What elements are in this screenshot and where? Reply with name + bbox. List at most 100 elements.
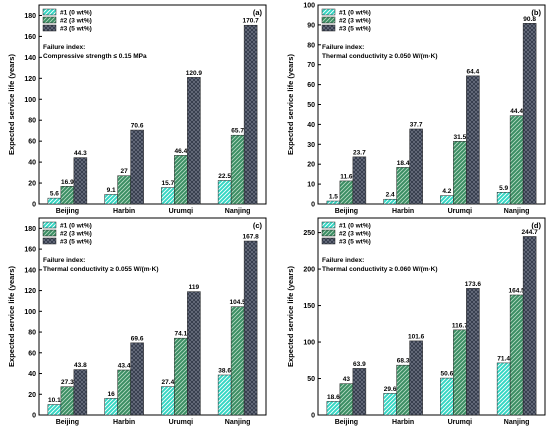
bar-value-label: 29.6 (384, 386, 397, 393)
y-tick-label: 80 (28, 118, 36, 125)
bar-beijing-series-1 (47, 404, 62, 416)
y-tick-label: 20 (307, 162, 315, 169)
bar-nanjing-series-3 (243, 24, 258, 205)
bar-harbin-series-3 (409, 340, 423, 416)
bar-urumqi-series-1 (161, 187, 175, 205)
bar-nanjing-series-3 (522, 236, 537, 416)
bar-harbin-series-1 (383, 198, 397, 205)
bar-nanjing-series-2 (509, 294, 524, 416)
bar-value-label: 173.6 (465, 281, 482, 288)
bar-value-label: 101.6 (408, 333, 425, 340)
y-tick-label: 100 (303, 3, 315, 10)
bar-value-label: 74.1 (175, 331, 188, 338)
bar-value-label: 43 (343, 376, 351, 383)
annotation-title: Failure index: (322, 257, 364, 264)
bar-nanjing-series-3 (522, 23, 537, 205)
bar-value-label: 120.9 (186, 70, 203, 77)
legend-entry: #1 (0 wt%) (339, 223, 371, 230)
bar-nanjing-series-3 (243, 240, 258, 416)
y-tick-label: 80 (307, 42, 315, 49)
bar-nanjing-series-2 (509, 115, 524, 205)
y-axis-label: Expected service life (years) (7, 54, 16, 155)
bar-urumqi-series-2 (174, 337, 188, 416)
legend-entry: #1 (0 wt%) (60, 10, 92, 17)
y-tick-label: 60 (307, 82, 315, 89)
x-tick-label: Nanjing (504, 419, 530, 426)
bar-value-label: 244.7 (521, 229, 538, 236)
x-tick-label: Nanjing (225, 419, 251, 426)
x-tick-label: Harbin (113, 419, 135, 426)
bar-urumqi-series-1 (161, 386, 175, 416)
legend-entry: #3 (5 wt%) (60, 26, 92, 33)
y-tick-label: 250 (303, 230, 315, 237)
panel-label: (b) (531, 8, 541, 17)
bar-value-label: 1.5 (329, 194, 338, 201)
y-axis-label: Expected service life (years) (286, 54, 295, 155)
bar-harbin-series-3 (409, 128, 423, 205)
annotation-text: Thermal conductivity ≥ 0.060 W/(m·K) (322, 266, 438, 273)
bar-urumqi-series-3 (466, 75, 480, 205)
plot-frame (317, 217, 546, 416)
bar-beijing-series-3 (73, 157, 88, 205)
y-tick-label: 180 (24, 226, 36, 233)
y-tick-label: 60 (28, 139, 36, 146)
annotation-text: Thermal conductivity ≥ 0.050 W/(m·K) (322, 53, 438, 60)
x-tick-label: Urumqi (169, 419, 194, 426)
y-tick-label: 140 (24, 267, 36, 274)
panel-label: (c) (253, 221, 263, 230)
legend-swatch (321, 24, 336, 32)
bar-value-label: 44.4 (510, 108, 523, 115)
bar-value-label: 18.6 (327, 394, 340, 401)
bar-value-label: 5.9 (499, 185, 508, 192)
y-tick-label: 20 (28, 392, 36, 399)
x-tick-label: Beijing (56, 208, 79, 215)
bar-nanjing-series-1 (217, 180, 232, 205)
y-axis-label: Expected service life (years) (286, 266, 295, 367)
bar-value-label: 104.5 (229, 299, 246, 306)
legend-entry: #2 (3 wt%) (339, 18, 371, 25)
bar-harbin-series-2 (117, 175, 131, 205)
bar-urumqi-series-3 (187, 77, 201, 205)
annotation-title: Failure index: (322, 44, 364, 51)
bar-beijing-series-1 (326, 401, 341, 416)
bar-urumqi-series-1 (440, 195, 454, 205)
bar-value-label: 9.1 (107, 187, 116, 194)
legend-swatch (42, 237, 57, 245)
x-tick-label: Urumqi (448, 208, 473, 215)
bar-value-label: 27 (121, 168, 129, 175)
bar-harbin-series-3 (130, 342, 144, 416)
bar-value-label: 170.7 (242, 18, 259, 25)
y-axis-label: Expected service life (years) (7, 266, 16, 367)
bar-beijing-series-3 (73, 369, 88, 416)
bar-urumqi-series-3 (187, 291, 201, 416)
bar-urumqi-series-2 (174, 155, 188, 205)
legend-swatch (321, 229, 336, 237)
y-tick-label: 100 (303, 340, 315, 347)
y-tick-label: 180 (24, 13, 36, 20)
bar-value-label: 31.5 (454, 134, 467, 141)
bar-nanjing-series-2 (230, 306, 245, 416)
bar-value-label: 44.3 (74, 150, 87, 157)
y-tick-label: 160 (24, 247, 36, 254)
legend-entry: #3 (5 wt%) (339, 239, 371, 246)
y-tick-label: 100 (24, 97, 36, 104)
bar-urumqi-series-3 (466, 288, 480, 416)
bar-value-label: 16.9 (61, 179, 74, 186)
chart-panel-c: 0 20 40 60 80 100 120 140 160 180 Expected service… (7, 217, 267, 426)
bar-beijing-series-3 (352, 368, 367, 416)
x-tick-label: Beijing (335, 419, 358, 426)
bar-value-label: 23.7 (353, 149, 366, 156)
x-tick-label: Harbin (113, 208, 135, 215)
y-tick-label: 50 (307, 102, 315, 109)
bar-nanjing-series-1 (496, 192, 511, 205)
bar-value-label: 119 (189, 284, 200, 291)
bar-urumqi-series-2 (453, 329, 467, 416)
y-tick-label: 0 (311, 202, 315, 209)
y-tick-label: 20 (28, 181, 36, 188)
y-tick-label: 120 (24, 288, 36, 295)
annotation-text: Thermal conductivity ≥ 0.055 W/(m·K) (43, 266, 159, 273)
panel-label: (a) (253, 8, 263, 17)
bar-harbin-series-1 (383, 393, 397, 416)
legend-swatch (321, 237, 336, 245)
y-tick-label: 0 (32, 202, 36, 209)
